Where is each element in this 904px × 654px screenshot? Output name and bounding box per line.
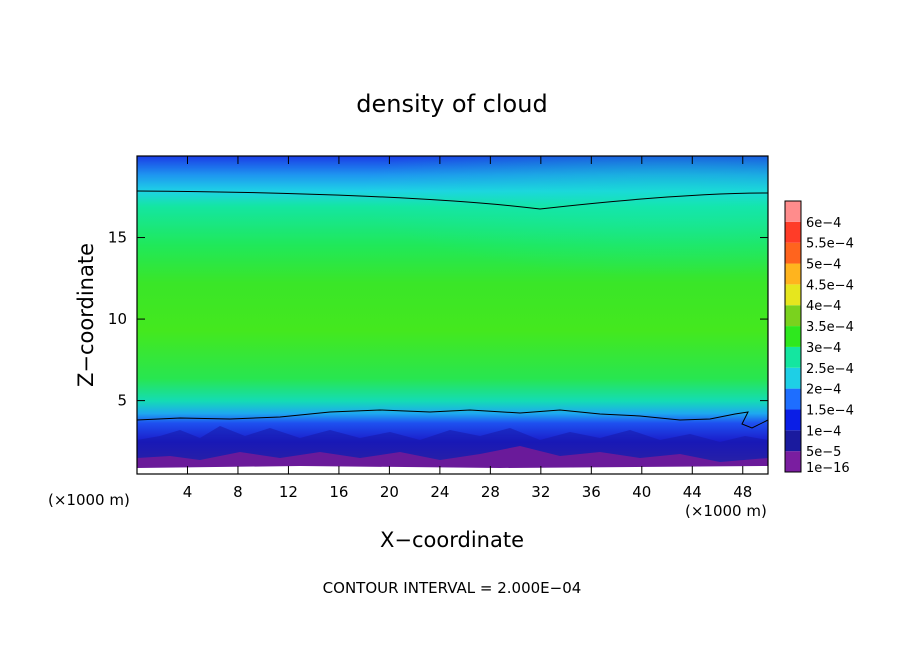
density-upper-tint [137,156,768,316]
colorbar-swatch [785,346,801,368]
colorbar-label: 5.5e−4 [806,237,854,252]
y-axis: 5 10 15 [108,229,768,410]
plot-frame [136,155,769,475]
x-tick-label: 32 [531,483,550,501]
x-tick-label: 48 [733,483,752,501]
plot-area [136,155,769,475]
x-unit-right: (×1000 m) [685,502,767,520]
colorbar-label: 5e−5 [806,445,841,460]
y-tick-label: 5 [117,392,127,410]
colorbar-label: 3e−4 [806,341,841,356]
cloud-free-surface [137,466,768,474]
x-axis: 4 8 12 16 20 24 28 32 36 40 44 48 [183,156,752,501]
colorbar-label: 5e−4 [806,258,841,273]
colorbar-label: 2.5e−4 [806,362,854,377]
x-tick-label: 36 [582,483,601,501]
x-tick-label: 20 [380,483,399,501]
upper-contour-line [136,190,769,210]
x-tick-label: 28 [481,483,500,501]
colorbar-label: 6e−4 [806,216,841,231]
lower-contour-line [136,409,769,429]
colorbar-label: 2e−4 [806,383,841,398]
y-tick-label: 10 [108,310,127,328]
colorbar-label: 3.5e−4 [806,320,854,335]
y-axis-label: Z−coordinate [74,243,98,387]
colorbar-swatch [785,409,801,431]
colorbar-swatch [785,388,801,410]
colorbar-label: 1e−4 [806,424,841,439]
x-tick-label: 44 [683,483,702,501]
colorbar-swatch [785,430,801,452]
colorbar-swatch [785,221,801,243]
colorbar-label: 4.5e−4 [806,278,854,293]
contour-interval-note: CONTOUR INTERVAL = 2.000E−04 [323,579,582,597]
colorbar-swatch [785,326,801,347]
x-tick-label: 40 [632,483,651,501]
colorbar-frame [784,200,802,473]
colorbar-swatch [785,263,801,285]
x-axis-label: X−coordinate [380,528,524,552]
colorbar-swatch [785,451,801,472]
colorbar-label: 4e−4 [806,299,841,314]
x-tick-label: 8 [233,483,243,501]
colorbar-swatch [785,242,801,264]
y-tick-label: 15 [108,229,127,247]
x-tick-label: 16 [329,483,348,501]
x-tick-label: 4 [183,483,193,501]
colorbar-swatch [785,367,801,389]
colorbar-label: 1.5e−4 [806,403,854,418]
colorbar-swatch [785,284,801,306]
colorbar-swatch [785,305,801,327]
chart-title: density of cloud [356,90,547,118]
colorbar-label: 1e−16 [806,461,850,476]
x-unit-left: (×1000 m) [48,491,130,509]
colorbar-swatch [785,201,801,222]
x-tick-label: 12 [279,483,298,501]
x-tick-label: 24 [430,483,449,501]
